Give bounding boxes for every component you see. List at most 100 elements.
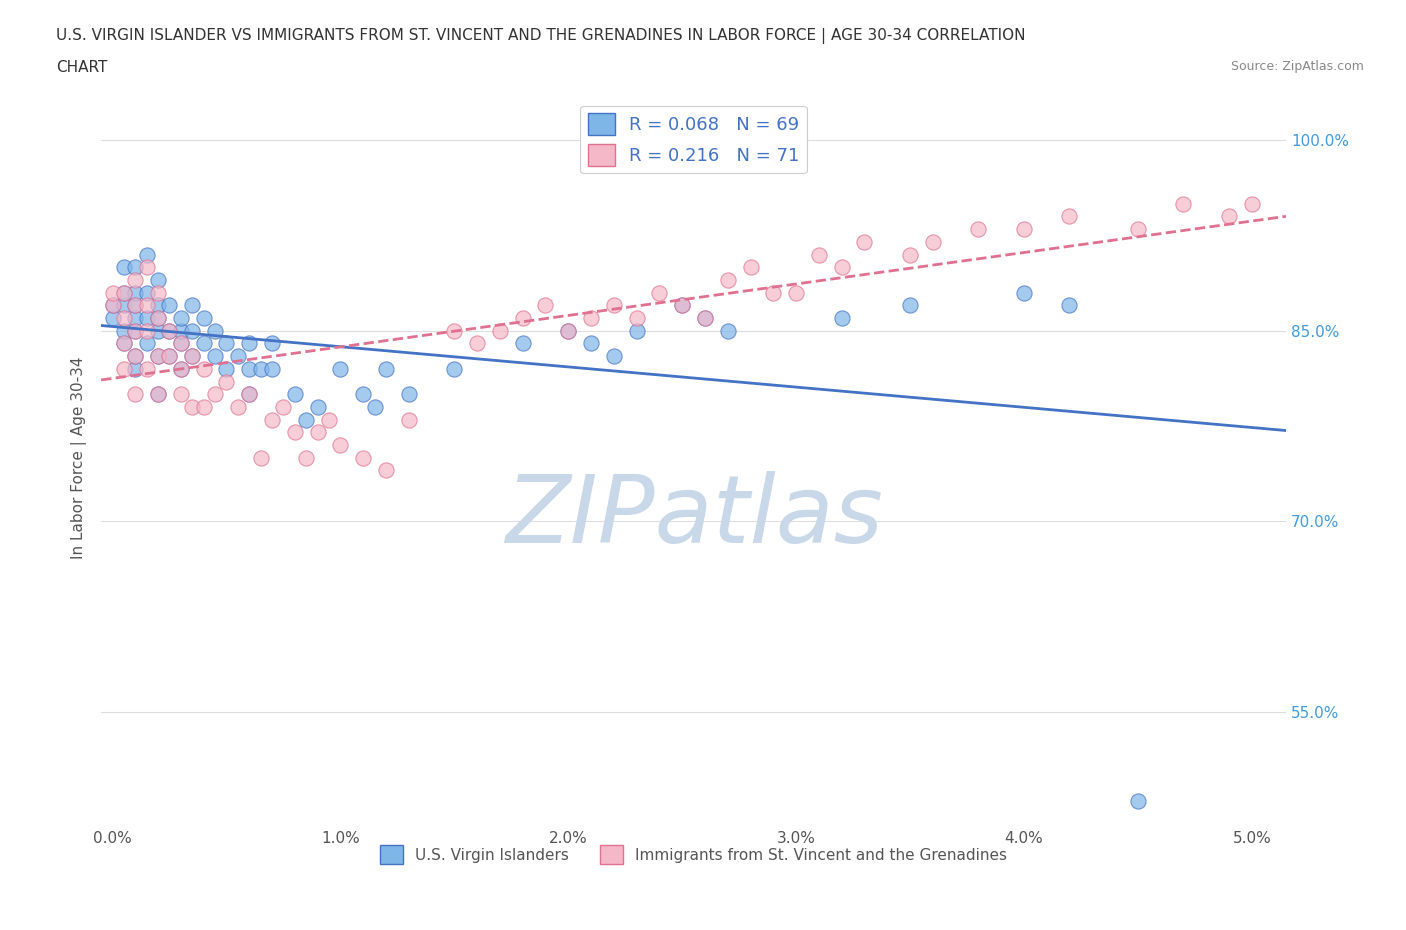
Point (193, 400, 215, 415)
Point (159, 349, 181, 364)
Point (329, 362, 352, 377)
Point (204, 349, 226, 364)
Point (101, 298, 124, 312)
Point (112, 286, 135, 300)
Point (295, 450, 318, 465)
Point (329, 438, 352, 453)
Point (135, 259, 157, 274)
Point (740, 259, 762, 274)
Point (170, 311, 193, 325)
Point (363, 400, 385, 415)
Point (112, 259, 135, 274)
Point (626, 311, 648, 325)
Point (215, 362, 238, 377)
Point (693, 311, 716, 325)
Point (193, 362, 215, 377)
Point (204, 324, 226, 339)
Point (146, 349, 169, 364)
Point (215, 374, 238, 389)
Point (238, 387, 260, 402)
Point (124, 324, 146, 339)
Point (489, 324, 512, 339)
Point (101, 311, 124, 325)
Point (159, 324, 181, 339)
Point (193, 311, 215, 325)
Point (693, 311, 716, 325)
Point (112, 362, 135, 377)
Point (443, 362, 465, 377)
Point (557, 324, 579, 339)
Point (785, 286, 807, 300)
Point (146, 349, 169, 364)
Point (226, 400, 249, 415)
Point (112, 286, 135, 300)
Point (112, 298, 135, 312)
Point (273, 400, 295, 415)
Point (146, 286, 169, 300)
Point (124, 298, 146, 312)
Point (238, 362, 260, 377)
Point (967, 221, 990, 236)
Point (1012, 286, 1035, 300)
Point (215, 336, 238, 351)
Point (898, 298, 921, 312)
Point (124, 349, 146, 364)
Point (170, 336, 193, 351)
Point (1173, 196, 1195, 211)
Point (112, 336, 135, 351)
Point (124, 349, 146, 364)
Legend: U.S. Virgin Islanders, Immigrants from St. Vincent and the Grenadines: U.S. Virgin Islanders, Immigrants from S… (374, 839, 1012, 870)
Point (124, 286, 146, 300)
Point (831, 259, 853, 274)
Point (249, 450, 271, 465)
Point (853, 234, 876, 249)
Point (238, 387, 260, 402)
Point (807, 247, 830, 262)
Point (762, 286, 785, 300)
Point (112, 336, 135, 351)
Point (1126, 793, 1149, 808)
Point (226, 349, 249, 364)
Point (648, 286, 671, 300)
Point (579, 311, 602, 325)
Point (260, 336, 283, 351)
Point (717, 324, 740, 339)
Text: U.S. VIRGIN ISLANDER VS IMMIGRANTS FROM ST. VINCENT AND THE GRENADINES IN LABOR : U.S. VIRGIN ISLANDER VS IMMIGRANTS FROM … (56, 28, 1026, 44)
Point (1059, 209, 1081, 224)
Point (124, 387, 146, 402)
Point (146, 311, 169, 325)
Point (146, 298, 169, 312)
Text: Source: ZipAtlas.com: Source: ZipAtlas.com (1230, 60, 1364, 73)
Point (671, 298, 693, 312)
Point (512, 311, 534, 325)
Point (181, 298, 204, 312)
Point (124, 311, 146, 325)
Y-axis label: In Labor Force | Age 30-34: In Labor Force | Age 30-34 (72, 356, 87, 559)
Point (284, 387, 307, 402)
Point (398, 412, 420, 427)
Point (135, 311, 157, 325)
Point (249, 362, 271, 377)
Point (1126, 221, 1149, 236)
Point (135, 336, 157, 351)
Point (146, 324, 169, 339)
Point (465, 336, 488, 351)
Point (170, 362, 193, 377)
Point (579, 336, 602, 351)
Point (124, 298, 146, 312)
Point (626, 324, 648, 339)
Point (181, 400, 204, 415)
Point (374, 463, 396, 478)
Point (112, 324, 135, 339)
Point (238, 336, 260, 351)
Point (124, 324, 146, 339)
Point (831, 311, 853, 325)
Point (204, 387, 226, 402)
Point (1218, 209, 1240, 224)
Point (1012, 221, 1035, 236)
Point (443, 324, 465, 339)
Point (603, 298, 626, 312)
Point (921, 234, 943, 249)
Point (603, 349, 626, 364)
Point (1240, 196, 1263, 211)
